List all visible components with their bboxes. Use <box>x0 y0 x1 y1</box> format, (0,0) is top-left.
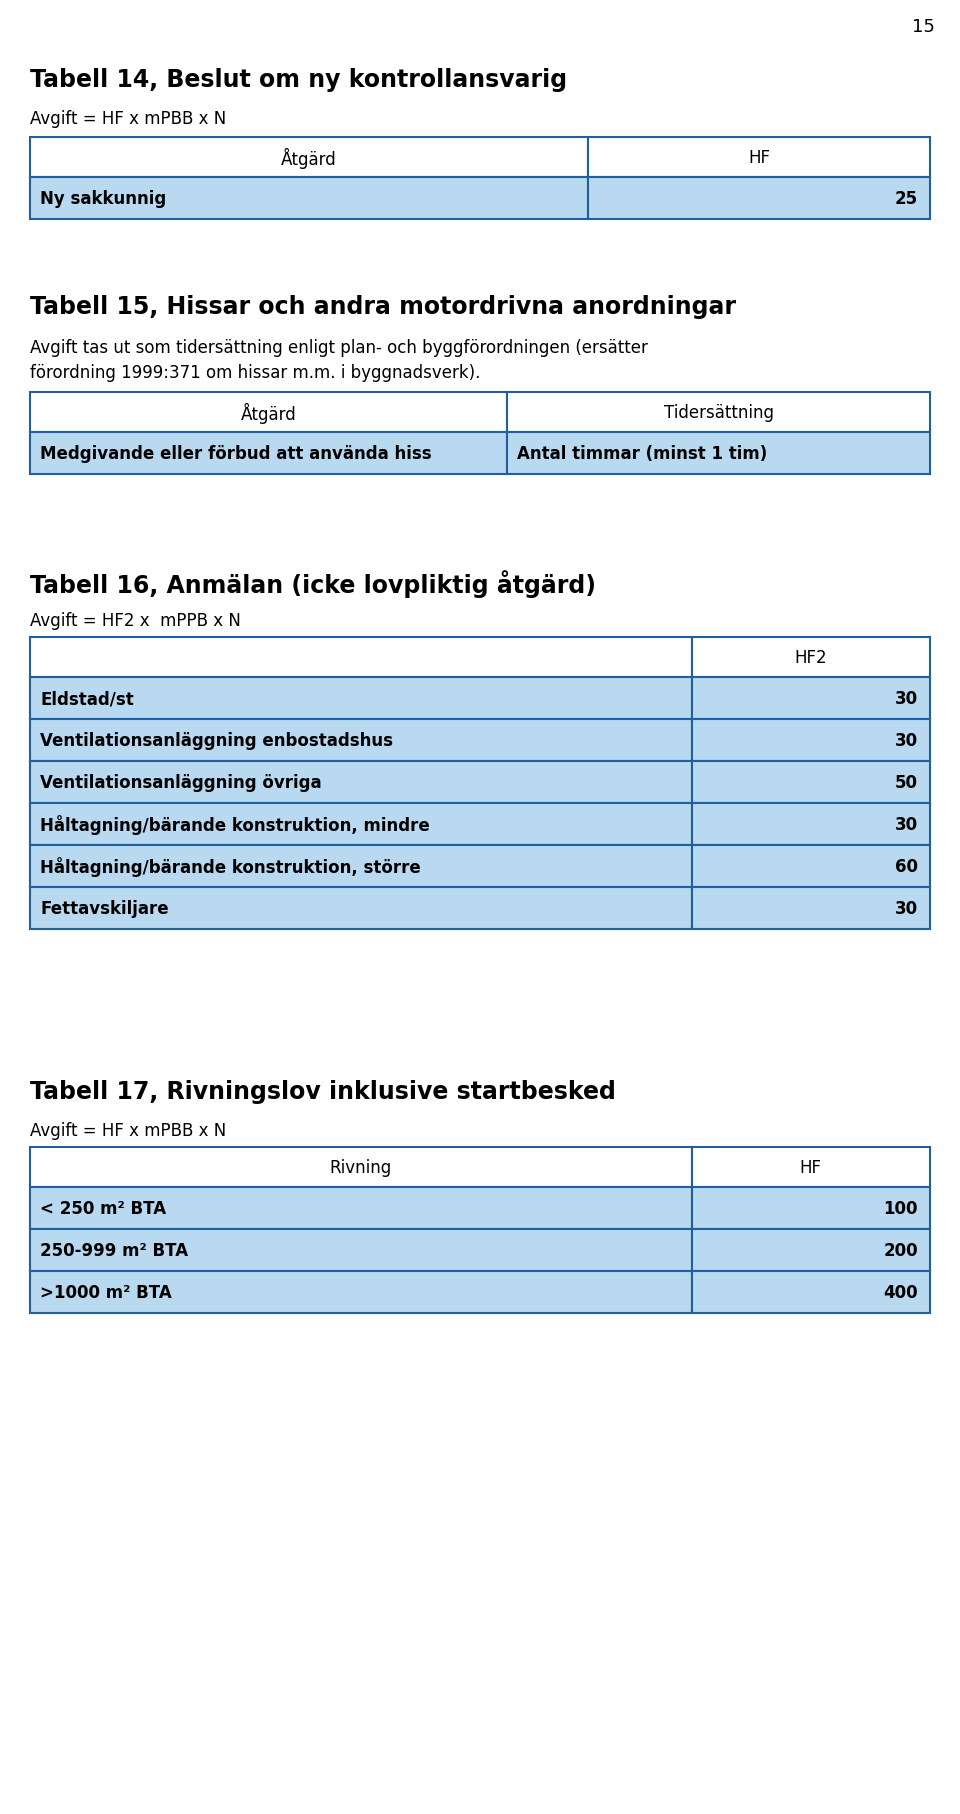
Text: 200: 200 <box>883 1241 918 1259</box>
Bar <box>30 434 507 475</box>
Text: 30: 30 <box>895 900 918 918</box>
Bar <box>30 887 691 929</box>
Bar <box>30 394 507 434</box>
Text: Avgift = HF2 x  mPPB x N: Avgift = HF2 x mPPB x N <box>30 611 241 629</box>
Bar <box>588 138 930 178</box>
Bar <box>30 1148 691 1188</box>
Text: 15: 15 <box>912 18 935 36</box>
Bar <box>691 845 930 887</box>
Text: Håltagning/bärande konstruktion, mindre: Håltagning/bärande konstruktion, mindre <box>40 814 430 834</box>
Text: Åtgärd: Åtgärd <box>241 403 297 423</box>
Bar <box>30 804 691 845</box>
Bar <box>588 178 930 219</box>
Text: Eldstad/st: Eldstad/st <box>40 689 133 707</box>
Bar <box>691 1230 930 1272</box>
Text: >1000 m² BTA: >1000 m² BTA <box>40 1282 172 1301</box>
Text: HF: HF <box>748 149 770 167</box>
Text: 30: 30 <box>895 731 918 749</box>
Bar <box>30 762 691 804</box>
Text: Fettavskiljare: Fettavskiljare <box>40 900 169 918</box>
Bar <box>30 639 691 678</box>
Text: Avgift tas ut som tidersättning enligt plan- och byggförordningen (ersätter
föro: Avgift tas ut som tidersättning enligt p… <box>30 339 648 381</box>
Bar <box>30 845 691 887</box>
Text: HF: HF <box>800 1159 822 1175</box>
Text: Tabell 15, Hissar och andra motordrivna anordningar: Tabell 15, Hissar och andra motordrivna … <box>30 296 736 319</box>
Bar <box>691 887 930 929</box>
Bar <box>691 720 930 762</box>
Text: 50: 50 <box>895 773 918 791</box>
Bar <box>507 434 930 475</box>
Text: Medgivande eller förbud att använda hiss: Medgivande eller förbud att använda hiss <box>40 444 432 463</box>
Text: < 250 m² BTA: < 250 m² BTA <box>40 1199 166 1217</box>
Text: Rivning: Rivning <box>329 1159 392 1175</box>
Bar <box>507 394 930 434</box>
Text: Tabell 14, Beslut om ny kontrollansvarig: Tabell 14, Beslut om ny kontrollansvarig <box>30 67 567 93</box>
Bar <box>691 762 930 804</box>
Text: Ny sakkunnig: Ny sakkunnig <box>40 190 166 209</box>
Bar <box>691 1272 930 1313</box>
Text: Tabell 16, Anmälan (icke lovpliktig åtgärd): Tabell 16, Anmälan (icke lovpliktig åtgä… <box>30 570 596 597</box>
Bar <box>30 720 691 762</box>
Text: HF2: HF2 <box>795 649 828 666</box>
Text: 25: 25 <box>895 190 918 209</box>
Text: Ventilationsanläggning enbostadshus: Ventilationsanläggning enbostadshus <box>40 731 393 749</box>
Text: Tabell 17, Rivningslov inklusive startbesked: Tabell 17, Rivningslov inklusive startbe… <box>30 1079 616 1103</box>
Bar <box>691 804 930 845</box>
Bar <box>691 639 930 678</box>
Text: Antal timmar (minst 1 tim): Antal timmar (minst 1 tim) <box>517 444 767 463</box>
Text: Avgift = HF x mPBB x N: Avgift = HF x mPBB x N <box>30 111 227 129</box>
Bar <box>30 678 691 720</box>
Text: Tidersättning: Tidersättning <box>663 405 774 423</box>
Bar <box>30 1272 691 1313</box>
Text: 100: 100 <box>883 1199 918 1217</box>
Text: 30: 30 <box>895 816 918 834</box>
Text: 30: 30 <box>895 689 918 707</box>
Text: Åtgärd: Åtgärd <box>281 147 337 169</box>
Bar <box>30 1230 691 1272</box>
Bar <box>691 1188 930 1230</box>
Bar <box>30 178 588 219</box>
Text: 250-999 m² BTA: 250-999 m² BTA <box>40 1241 188 1259</box>
Text: 60: 60 <box>895 858 918 876</box>
Text: Håltagning/bärande konstruktion, större: Håltagning/bärande konstruktion, större <box>40 856 420 876</box>
Bar <box>30 1188 691 1230</box>
Text: 400: 400 <box>883 1282 918 1301</box>
Text: Avgift = HF x mPBB x N: Avgift = HF x mPBB x N <box>30 1121 227 1139</box>
Bar <box>691 678 930 720</box>
Text: Ventilationsanläggning övriga: Ventilationsanläggning övriga <box>40 773 322 791</box>
Bar <box>30 138 588 178</box>
Bar <box>691 1148 930 1188</box>
